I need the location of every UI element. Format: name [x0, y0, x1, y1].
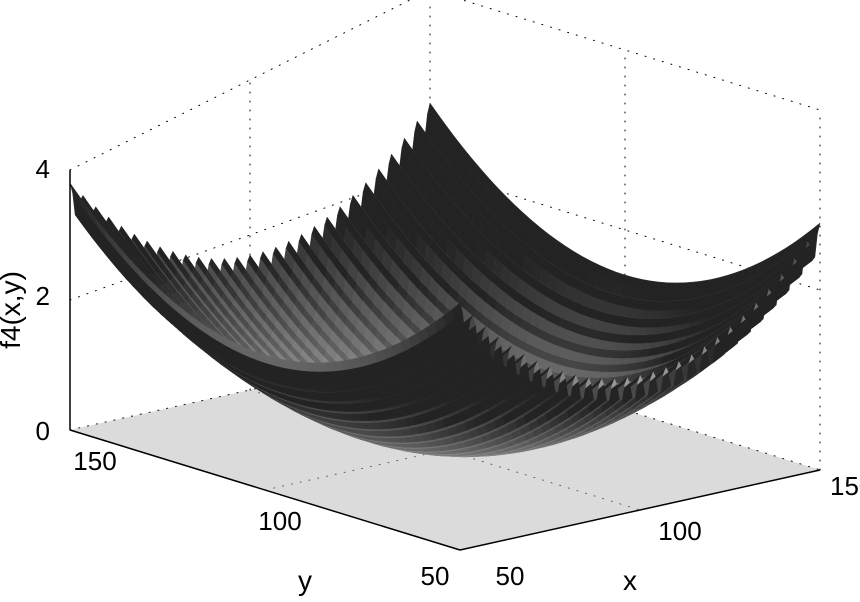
- y-axis-label: y: [298, 565, 312, 596]
- z-axis-label: f4(x,y): [0, 271, 26, 349]
- x-axis-label: x: [623, 565, 637, 596]
- y-tick-50: 50: [421, 561, 450, 591]
- x-tick-50: 50: [496, 561, 525, 591]
- x-tick-100: 100: [658, 516, 701, 546]
- z-tick-4: 4: [36, 154, 50, 184]
- x-tick-150: 150: [830, 471, 860, 501]
- plot-svg: 0 2 4 150 100 50 50 100 150 f4(x,y) y x: [0, 0, 860, 602]
- z-tick-0: 0: [36, 416, 50, 446]
- z-tick-2: 2: [36, 281, 50, 311]
- y-tick-150: 150: [73, 446, 116, 476]
- y-tick-100: 100: [258, 506, 301, 536]
- surface-mesh: [70, 103, 820, 550]
- surface-plot-3d: 0 2 4 150 100 50 50 100 150 f4(x,y) y x: [0, 0, 860, 602]
